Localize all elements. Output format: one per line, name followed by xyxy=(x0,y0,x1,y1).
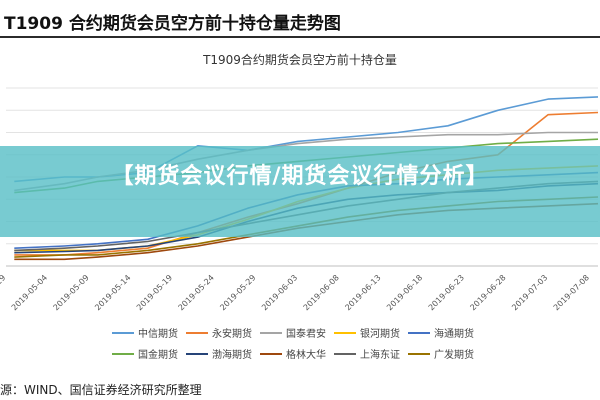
x-tick-label: 2019-06-28 xyxy=(468,273,507,312)
legend-label: 格林大华 xyxy=(286,348,326,361)
x-tick-label: 2019-05-09 xyxy=(52,273,91,312)
legend-label: 广发期货 xyxy=(434,348,474,361)
legend-label: 中信期货 xyxy=(138,327,178,340)
x-tick-label: 2019-06-03 xyxy=(260,273,299,312)
article-banner[interactable]: 【期货会议行情/期货会议行情分析】 xyxy=(0,146,600,237)
legend-label: 永安期货 xyxy=(212,327,252,340)
x-tick-label: 2019-05-19 xyxy=(135,273,174,312)
x-tick-label: 2019-05-14 xyxy=(93,273,132,312)
x-tick-label: 2019-05-29 xyxy=(218,273,257,312)
x-tick-label: 2019-07-08 xyxy=(552,273,591,312)
x-tick-label: 2019-05-24 xyxy=(177,273,216,312)
x-tick-label: 2019-07-03 xyxy=(510,273,549,312)
chart-title: T1909合约期货会员空方前十持仓量 xyxy=(202,52,397,67)
x-tick-label: 2019-04-29 xyxy=(0,273,7,312)
legend-label: 国金期货 xyxy=(138,348,178,361)
x-tick-label: 2019-06-13 xyxy=(343,273,382,312)
legend-label: 银河期货 xyxy=(360,327,400,340)
legend-label: 渤海期货 xyxy=(212,348,252,361)
x-tick-label: 2019-06-18 xyxy=(385,273,424,312)
x-axis-ticks: 2019-04-29 2019-05-04 2019-05-09 2019-05-14… xyxy=(0,273,591,312)
report-title: T1909 合约期货会员空方前十持仓量走势图 xyxy=(4,14,341,34)
x-tick-label: 2019-06-23 xyxy=(427,273,466,312)
legend-label: 海通期货 xyxy=(434,327,474,340)
legend-label: 上海东证 xyxy=(360,348,400,361)
legend-label: 国泰君安 xyxy=(286,327,326,340)
data-source-note: 源：WIND、国信证券经济研究所整理 xyxy=(0,383,202,397)
report-header: T1909 合约期货会员空方前十持仓量走势图 xyxy=(0,0,600,38)
banner-text[interactable]: 【期货会议行情/期货会议行情分析】 xyxy=(111,164,489,189)
title-divider xyxy=(0,36,600,38)
x-tick-label: 2019-06-08 xyxy=(302,273,341,312)
x-tick-label: 2019-05-04 xyxy=(10,273,49,312)
